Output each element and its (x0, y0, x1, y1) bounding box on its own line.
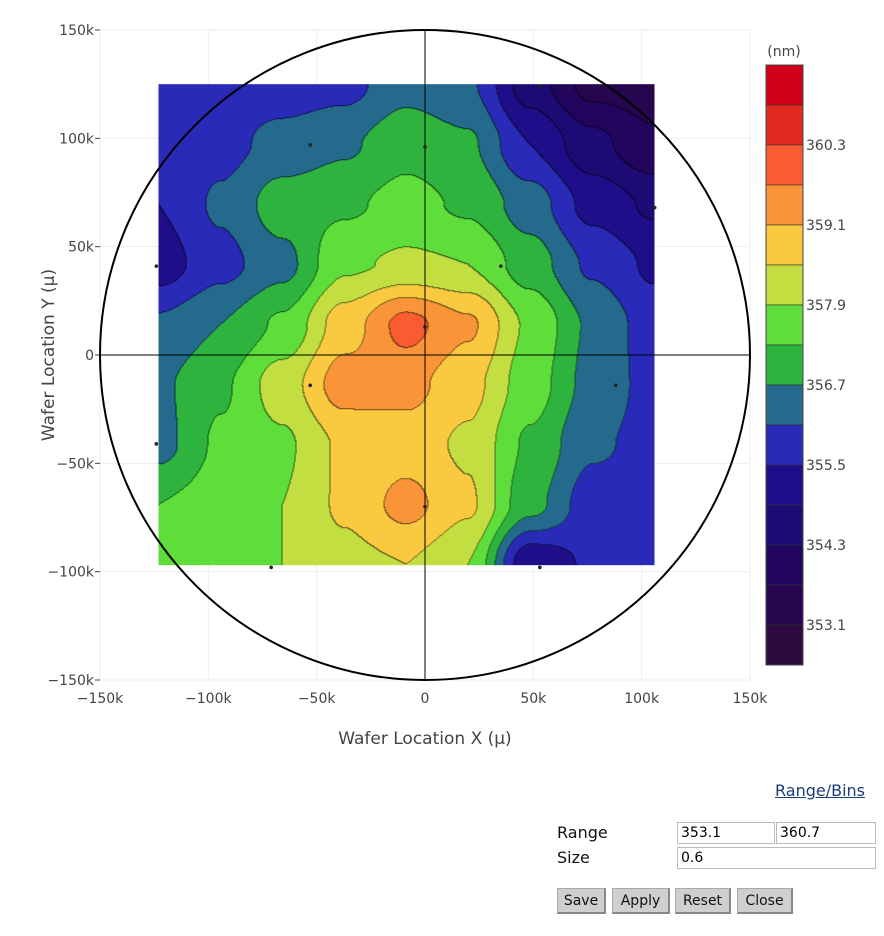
contour-fill (158, 84, 655, 566)
measurement-site (423, 325, 427, 329)
measurement-site (269, 565, 273, 570)
close-button[interactable]: Close (737, 888, 793, 914)
y-tick-label: 100k (59, 131, 95, 147)
apply-button[interactable]: Apply (612, 888, 670, 914)
colorbar-tick-label: 359.1 (806, 218, 846, 234)
x-tick-label: 0 (421, 691, 430, 707)
y-tick-label: −150k (47, 673, 94, 689)
colorbar-band (765, 504, 804, 546)
colorbar-band (765, 304, 804, 346)
colorbar-band (765, 144, 804, 186)
y-axis-title: Wafer Location Y (μ) (39, 269, 59, 441)
range-max-input[interactable]: 360.7 (776, 822, 876, 844)
x-tick-label: −150k (77, 691, 124, 707)
measurement-site (499, 264, 503, 268)
x-tick-label: 50k (520, 691, 547, 707)
colorbar-band (765, 624, 804, 666)
range-label: Range (557, 823, 608, 842)
colorbar-title: (nm) (767, 44, 800, 60)
measurement-site (154, 264, 159, 268)
y-tick-label: −50k (56, 456, 95, 472)
y-tick-label: 50k (68, 240, 95, 256)
measurement-site (652, 205, 657, 210)
colorbar-tick-label: 355.5 (806, 458, 846, 474)
x-axis-title: Wafer Location X (μ) (338, 729, 511, 749)
colorbar-tick-label: 354.3 (806, 538, 846, 554)
save-button[interactable]: Save (557, 888, 606, 914)
y-tick-label: 0 (85, 348, 94, 364)
measurement-site (154, 442, 159, 446)
reset-button[interactable]: Reset (675, 888, 731, 914)
x-tick-label: −50k (298, 691, 337, 707)
measurement-site (538, 84, 542, 89)
colorbar-tick-label: 353.1 (806, 618, 846, 634)
x-tick-label: −100k (185, 691, 232, 707)
colorbar-band (765, 264, 804, 306)
x-tick-label: 100k (624, 691, 660, 707)
colorbar: 360.3 359.1 357.9 356.7 355.5 354.3 353.1 (765, 64, 846, 666)
measurement-site (308, 383, 312, 388)
y-tick-label: −100k (47, 565, 94, 581)
measurement-site (538, 565, 542, 570)
colorbar-band (765, 384, 804, 426)
size-input[interactable]: 0.6 (677, 847, 876, 869)
colorbar-frame (765, 64, 804, 666)
colorbar-band (765, 344, 804, 386)
axes: −150k 150k −100k 100k −50k 50k 0 0 50k −50k 100k −1… (47, 23, 768, 707)
colorbar-band (765, 104, 804, 146)
colorbar-band (765, 424, 804, 466)
colorbar-tick-label: 360.3 (806, 138, 846, 154)
colorbar-band (765, 64, 804, 106)
colorbar-tick-label: 356.7 (806, 378, 846, 394)
x-tick-label: 150k (733, 691, 769, 707)
colorbar-band (765, 464, 804, 506)
y-tick-label: 150k (59, 23, 95, 39)
colorbar-band (765, 224, 804, 266)
colorbar-band (765, 184, 804, 226)
measurement-site (308, 143, 312, 147)
colorbar-band (765, 584, 804, 626)
size-label: Size (557, 848, 590, 867)
measurement-site (613, 383, 618, 388)
colorbar-tick-label: 357.9 (806, 298, 846, 314)
range-bins-link[interactable]: Range/Bins (775, 781, 865, 800)
colorbar-band (765, 544, 804, 586)
wafer-outline (99, 29, 751, 681)
measurement-site (423, 504, 427, 509)
contour-plot: −150k 150k −100k 100k −50k 50k 0 0 50k −50k 100k −1… (39, 23, 846, 749)
range-min-input[interactable]: 353.1 (677, 822, 775, 844)
measurement-site (423, 145, 427, 149)
